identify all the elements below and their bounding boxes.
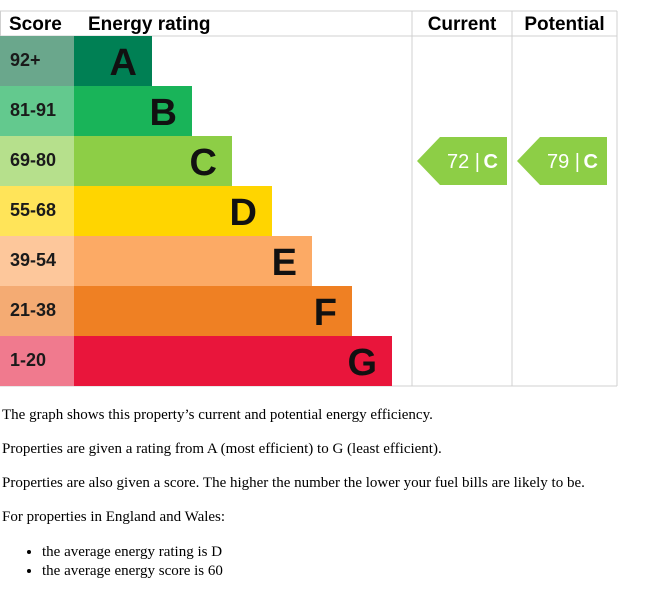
- band-letter-b: B: [150, 92, 177, 134]
- band-bar-g: [74, 336, 392, 386]
- score-cell-a: [0, 36, 74, 86]
- score-label-b: 81-91: [10, 100, 56, 120]
- band-letter-a: A: [110, 42, 137, 84]
- description-england-wales: For properties in England and Wales:: [2, 509, 226, 525]
- description-scores: Properties are also given a score. The h…: [2, 475, 585, 491]
- potential-rating-letter: C: [584, 151, 598, 173]
- band-bar-c: [74, 136, 232, 186]
- description-graph: The graph shows this property’s current …: [2, 407, 433, 423]
- energy-rating-chart: Score Energy rating Current Potential 92+ A 81…: [0, 10, 618, 387]
- average-score-item: the average energy score is 60: [42, 562, 223, 581]
- band-letter-f: F: [314, 292, 337, 334]
- score-cell-c: [0, 136, 74, 186]
- band-bar-d: [74, 186, 272, 236]
- band-bar-e: [74, 236, 312, 286]
- potential-rating-arrow: [517, 137, 607, 185]
- score-label-a: 92+: [10, 50, 41, 70]
- score-cell-b: [0, 86, 74, 136]
- description-ratings: Properties are given a rating from A (mo…: [2, 441, 442, 457]
- score-label-e: 39-54: [10, 250, 56, 270]
- current-rating-arrow: [417, 137, 507, 185]
- score-label-c: 69-80: [10, 150, 56, 170]
- header-current: Current: [428, 14, 497, 35]
- score-cell-f: [0, 286, 74, 336]
- score-cell-e: [0, 236, 74, 286]
- score-cell-g: [0, 336, 74, 386]
- score-label-f: 21-38: [10, 300, 56, 320]
- score-cell-d: [0, 186, 74, 236]
- header-potential: Potential: [524, 14, 604, 35]
- band-bar-b: [74, 86, 192, 136]
- band-letter-g: G: [347, 342, 377, 384]
- average-list: the average energy rating is D the avera…: [24, 543, 223, 581]
- header-score: Score: [9, 14, 62, 35]
- header-energy-rating: Energy rating: [88, 14, 210, 35]
- band-letter-e: E: [272, 242, 297, 284]
- average-rating-item: the average energy rating is D: [42, 543, 223, 562]
- score-label-g: 1-20: [10, 350, 46, 370]
- band-letter-c: C: [190, 142, 217, 184]
- score-label-d: 55-68: [10, 200, 56, 220]
- band-bar-f: [74, 286, 352, 336]
- current-score-value: 72 |: [447, 151, 480, 173]
- potential-score-value: 79 |: [547, 151, 580, 173]
- band-bar-a: [74, 36, 152, 86]
- current-rating-letter: C: [484, 151, 498, 173]
- band-letter-d: D: [230, 192, 257, 234]
